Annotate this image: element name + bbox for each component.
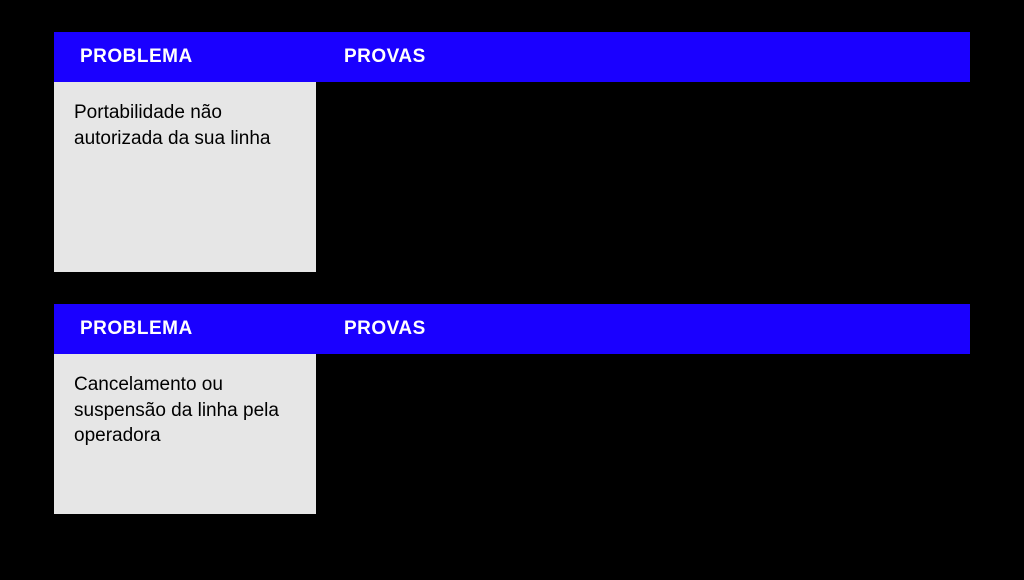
- provas-text: [318, 82, 970, 272]
- header-problema: PROBLEMA: [54, 32, 318, 82]
- header-provas: PROVAS: [318, 32, 970, 82]
- panel-body-row: Portabilidade não autorizada da sua linh…: [54, 82, 970, 272]
- panel-header-row: PROBLEMA PROVAS: [54, 32, 970, 82]
- problema-text: Portabilidade não autorizada da sua linh…: [54, 82, 318, 272]
- header-problema: PROBLEMA: [54, 304, 318, 354]
- panel-body-row: Cancelamento ou suspensão da linha pela …: [54, 354, 970, 514]
- header-provas: PROVAS: [318, 304, 970, 354]
- info-panel: PROBLEMA PROVAS Cancelamento ou suspensã…: [52, 302, 972, 516]
- provas-text: [318, 354, 970, 514]
- panel-header-row: PROBLEMA PROVAS: [54, 304, 970, 354]
- page-root: PROBLEMA PROVAS Portabilidade não autori…: [0, 0, 1024, 580]
- problema-text: Cancelamento ou suspensão da linha pela …: [54, 354, 318, 514]
- info-panel: PROBLEMA PROVAS Portabilidade não autori…: [52, 30, 972, 274]
